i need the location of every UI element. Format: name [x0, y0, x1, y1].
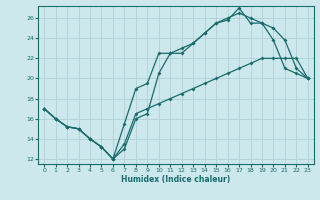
X-axis label: Humidex (Indice chaleur): Humidex (Indice chaleur) — [121, 175, 231, 184]
